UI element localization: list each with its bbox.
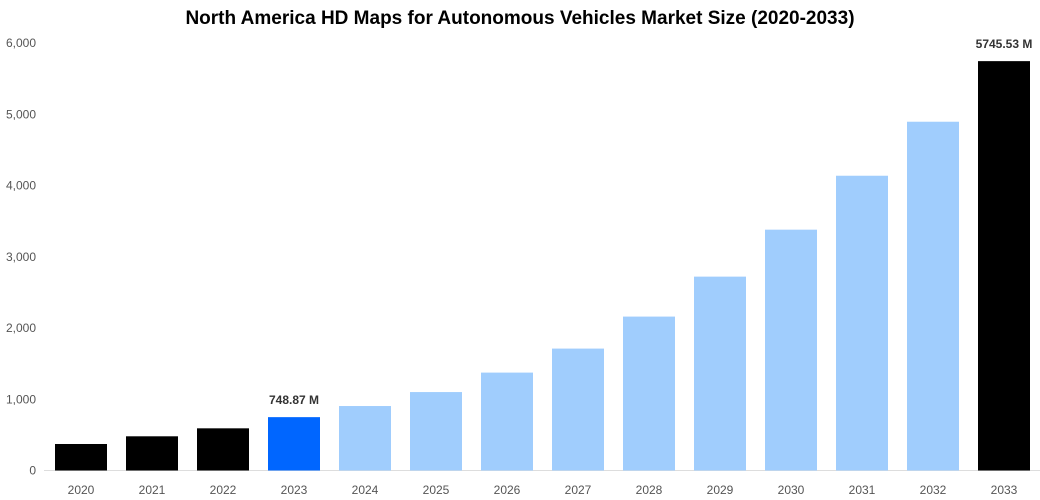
y-tick-label: 6,000	[6, 36, 36, 50]
y-tick-label: 0	[29, 464, 36, 478]
x-tick-label: 2026	[494, 483, 521, 497]
x-tick-label: 2025	[423, 483, 450, 497]
data-label-2023: 748.87 M	[269, 393, 319, 407]
bar-2025	[410, 392, 462, 471]
bar-2023	[268, 417, 320, 471]
bar-2022	[197, 428, 249, 471]
bar-2032	[907, 121, 959, 471]
y-tick-label: 5,000	[6, 107, 36, 121]
x-tick-label: 2023	[281, 483, 308, 497]
x-tick-label: 2030	[778, 483, 805, 497]
x-tick-label: 2031	[849, 483, 876, 497]
chart-title: North America HD Maps for Autonomous Veh…	[185, 8, 855, 29]
bar-2029	[694, 276, 746, 471]
bar-2020	[55, 443, 107, 471]
x-tick-label: 2032	[920, 483, 947, 497]
x-tick-label: 2021	[139, 483, 166, 497]
bar-2026	[481, 372, 533, 471]
data-label-2033: 5745.53 M	[976, 37, 1033, 51]
y-tick-label: 3,000	[6, 250, 36, 264]
bar-2028	[623, 316, 675, 471]
y-tick-label: 4,000	[6, 179, 36, 193]
x-tick-label: 2033	[991, 483, 1018, 497]
bar-2030	[765, 229, 817, 471]
x-tick-label: 2024	[352, 483, 379, 497]
x-tick-label: 2027	[565, 483, 592, 497]
bar-2031	[836, 175, 888, 471]
x-tick-label: 2022	[210, 483, 237, 497]
x-tick-label: 2020	[68, 483, 95, 497]
y-tick-label: 2,000	[6, 321, 36, 335]
bar-2033	[978, 61, 1030, 471]
x-tick-label: 2029	[707, 483, 734, 497]
y-tick-label: 1,000	[6, 392, 36, 406]
bar-2027	[552, 348, 604, 471]
bar-2021	[126, 436, 178, 471]
x-tick-label: 2028	[636, 483, 663, 497]
bar-2024	[339, 406, 391, 471]
